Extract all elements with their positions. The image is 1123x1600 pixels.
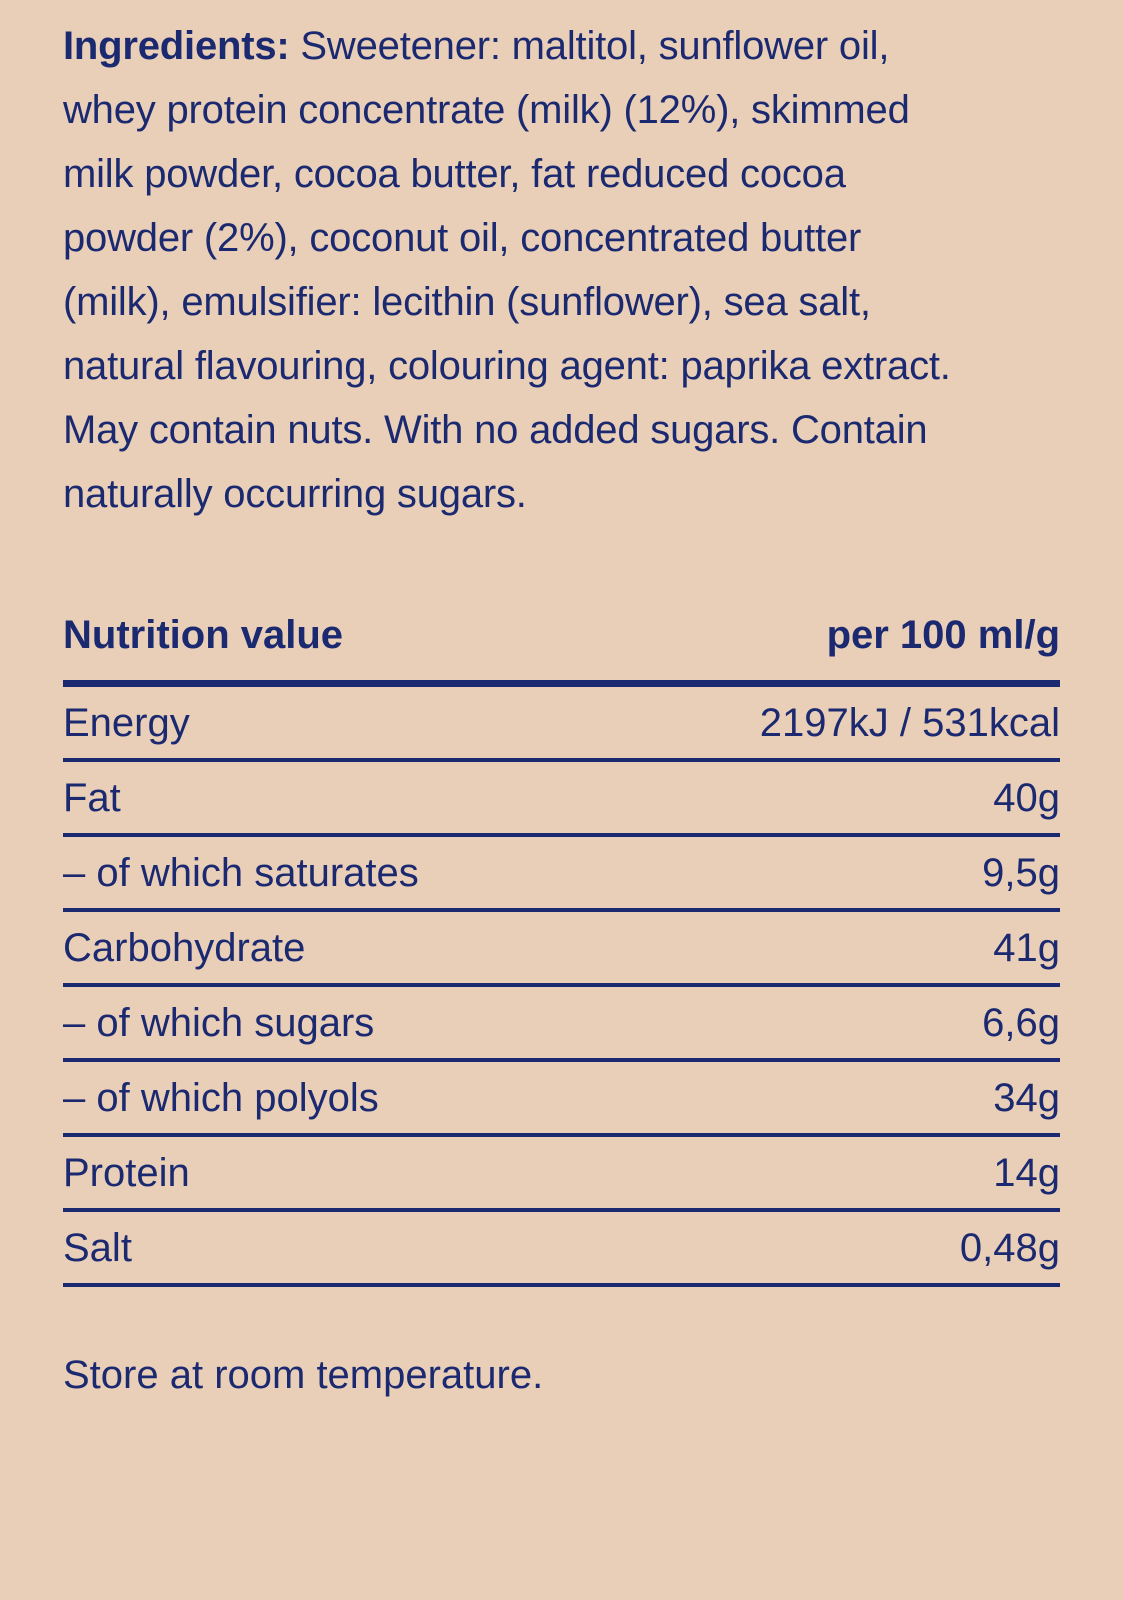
- table-row-sugars: – of which sugars 6,6g: [63, 987, 1060, 1062]
- row-value: 40g: [993, 776, 1060, 820]
- nutrition-table: Nutrition value per 100 ml/g Energy 2197…: [63, 612, 1060, 1287]
- row-label: Energy: [63, 701, 190, 745]
- ingredients-text: Sweetener: maltitol, sunflower oil, whey…: [63, 24, 951, 516]
- ingredients-label: Ingredients:: [63, 24, 290, 68]
- row-label: Carbohydrate: [63, 926, 306, 970]
- row-value: 14g: [993, 1151, 1060, 1195]
- row-value: 9,5g: [982, 851, 1060, 895]
- table-row-fat: Fat 40g: [63, 762, 1060, 837]
- table-row-energy: Energy 2197kJ / 531kcal: [63, 687, 1060, 762]
- storage-note: Store at room temperature.: [63, 1353, 544, 1397]
- nutrition-unit-header: per 100 ml/g: [826, 613, 1060, 657]
- row-label: – of which polyols: [63, 1076, 379, 1120]
- row-label: – of which sugars: [63, 1001, 375, 1045]
- table-row-protein: Protein 14g: [63, 1137, 1060, 1212]
- table-row-polyols: – of which polyols 34g: [63, 1062, 1060, 1137]
- row-value: 0,48g: [959, 1226, 1060, 1270]
- table-row-salt: Salt 0,48g: [63, 1212, 1060, 1287]
- row-label: – of which saturates: [63, 851, 419, 895]
- row-label: Protein: [63, 1151, 190, 1195]
- table-row-saturates: – of which saturates 9,5g: [63, 837, 1060, 912]
- table-row-carbohydrate: Carbohydrate 41g: [63, 912, 1060, 987]
- row-value: 34g: [993, 1076, 1060, 1120]
- ingredients-paragraph: Ingredients: Sweetener: maltitol, sunflo…: [63, 14, 953, 526]
- nutrition-table-header: Nutrition value per 100 ml/g: [63, 612, 1060, 687]
- row-value: 2197kJ / 531kcal: [759, 701, 1060, 745]
- row-value: 41g: [993, 926, 1060, 970]
- row-label: Salt: [63, 1226, 132, 1270]
- row-label: Fat: [63, 776, 121, 820]
- nutrition-title: Nutrition value: [63, 613, 344, 657]
- row-value: 6,6g: [982, 1001, 1060, 1045]
